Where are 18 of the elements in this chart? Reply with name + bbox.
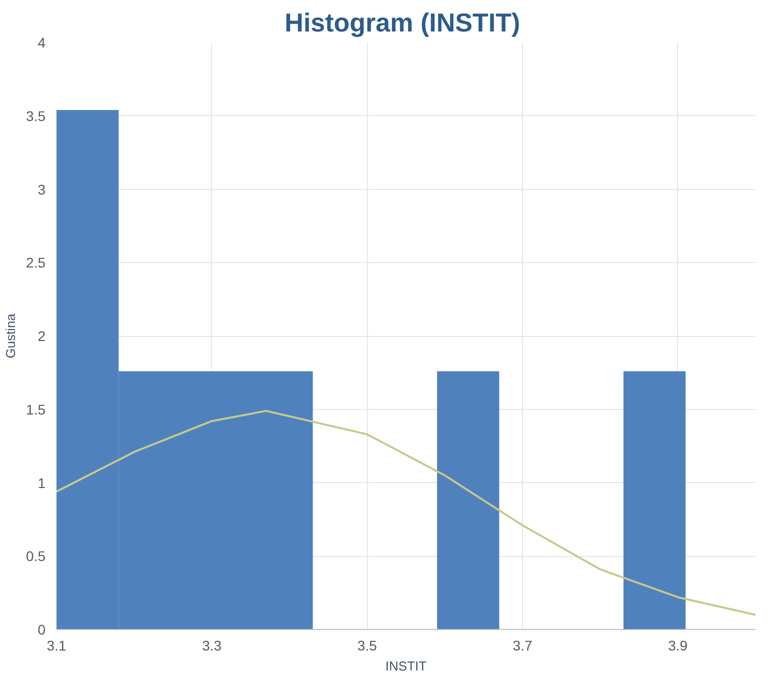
y-tick-label: 3 (38, 181, 46, 198)
y-tick-label: 1 (38, 474, 46, 491)
y-tick-label: 0 (38, 622, 46, 638)
y-tick-label: 0.5 (26, 548, 46, 564)
y-tick-label: 1.5 (26, 401, 46, 418)
x-tick-label: 3.3 (202, 638, 222, 654)
y-tick-label: 2.5 (26, 254, 46, 271)
y-axis-title: Gustina (3, 312, 18, 358)
x-tick-label: 3.7 (512, 638, 532, 654)
x-tick-label: 3.9 (668, 638, 688, 654)
y-tick-label: 4 (38, 34, 46, 50)
y-tick-label: 3.5 (26, 108, 46, 124)
x-axis-title: INSTIT (385, 658, 427, 674)
x-tick-label: 3.1 (46, 638, 66, 654)
line-series (56, 410, 756, 616)
x-tick-label: 3.5 (357, 638, 378, 654)
chart-title: Histogram (INSTIT) (284, 8, 520, 38)
y-tick-label: 2 (38, 328, 46, 344)
